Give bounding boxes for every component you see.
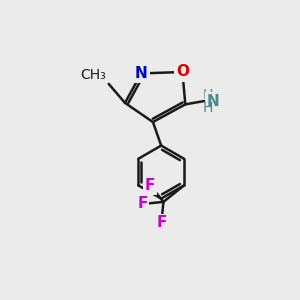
Text: F: F	[156, 215, 166, 230]
Text: H: H	[202, 100, 213, 115]
Text: N: N	[135, 66, 148, 81]
Text: F: F	[137, 196, 148, 211]
Text: CH₃: CH₃	[81, 68, 106, 82]
Text: H: H	[202, 88, 213, 102]
Text: O: O	[176, 64, 189, 80]
Text: N: N	[207, 94, 219, 109]
Text: F: F	[145, 178, 155, 193]
